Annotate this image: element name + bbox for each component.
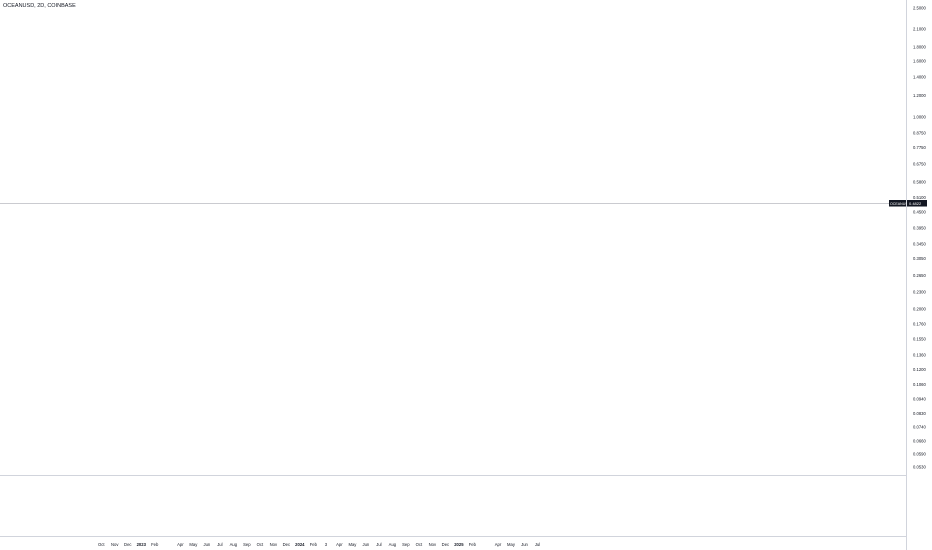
price-tick-label: 0.0940 (913, 396, 926, 401)
time-tick-label: Feb (151, 542, 159, 547)
price-tick-label: 0.4500 (913, 210, 926, 215)
price-tick-label: 0.1360 (913, 352, 926, 357)
time-tick-label: Sep (243, 542, 251, 547)
price-tick-label: 0.2300 (913, 290, 926, 295)
price-tick-label: 0.0740 (913, 425, 926, 430)
price-tick-label: 0.2000 (913, 306, 926, 311)
price-tick-label: 0.1060 (913, 382, 926, 387)
price-tick-label: 0.0830 (913, 411, 926, 416)
current-price-value: 0.4822 (909, 201, 922, 206)
time-tick-label: Apr (336, 542, 343, 547)
price-tick-label: 0.1550 (913, 337, 926, 342)
time-tick-label: Jul (535, 542, 540, 547)
price-tick-label: 0.0530 (913, 465, 926, 470)
price-tick-label: 1.0000 (913, 115, 926, 120)
time-tick-label: May (507, 542, 516, 547)
time-tick-label: Oct (257, 542, 264, 547)
time-tick-label: Feb (310, 542, 318, 547)
time-tick-label: 2023 (137, 542, 147, 547)
time-tick-label: Feb (469, 542, 477, 547)
price-tick-label: 1.6000 (913, 59, 926, 64)
time-tick-label: Dec (442, 542, 449, 547)
price-tick-label: 1.8000 (913, 45, 926, 50)
price-tick-label: 0.1200 (913, 367, 926, 372)
price-tick-label: 0.0660 (913, 438, 926, 443)
price-tick-label: 0.1760 (913, 322, 926, 327)
time-tick-label: Aug (230, 542, 238, 547)
time-tick-label: May (189, 542, 198, 547)
price-tick-label: 0.2650 (913, 273, 926, 278)
time-tick-label: Nov (270, 542, 278, 547)
price-tick-label: 0.3950 (913, 225, 926, 230)
symbol-header: OCEANUSD, 2D, COINBASE (3, 3, 76, 9)
time-tick-label: Sep (402, 542, 410, 547)
time-tick-label: Apr (177, 542, 184, 547)
time-tick-label: Dec (283, 542, 290, 547)
price-tick-label: 2.5000 (913, 6, 926, 11)
time-tick-label: Jul (217, 542, 222, 547)
price-tick-label: 0.6750 (913, 161, 926, 166)
time-tick-label: Oct (98, 542, 105, 547)
price-tick-label: 0.8750 (913, 131, 926, 136)
time-tick-label: 3 (325, 542, 328, 547)
price-tick-label: 0.5800 (913, 180, 926, 185)
current-price-box (907, 200, 927, 207)
time-tick-label: Jun (363, 542, 370, 547)
time-tick-label: 2025 (454, 542, 464, 547)
price-tick-label: 0.3050 (913, 256, 926, 261)
time-tick-label: Oct (416, 542, 423, 547)
current-price-symbol: OCEANUSD (890, 202, 911, 206)
price-tick-label: 0.7750 (913, 145, 926, 150)
time-tick-label: May (348, 542, 357, 547)
time-tick-label: Jul (376, 542, 381, 547)
price-tick-label: 1.2000 (913, 93, 926, 98)
price-tick-label: 0.5100 (913, 195, 926, 200)
price-tick-label: 0.3450 (913, 241, 926, 246)
price-tick-label: 0.0590 (913, 452, 926, 457)
price-tick-label: 2.1000 (913, 26, 926, 31)
time-tick-label: Jun (521, 542, 528, 547)
time-tick-label: Dec (124, 542, 131, 547)
current-price-tag (889, 200, 906, 207)
price-tick-label: 1.4000 (913, 75, 926, 80)
time-tick-label: Aug (389, 542, 397, 547)
time-tick-label: Jun (203, 542, 210, 547)
time-tick-label: Apr (495, 542, 502, 547)
time-tick-label: 2024 (295, 542, 305, 547)
time-tick-label: Nov (429, 542, 437, 547)
time-tick-label: Nov (111, 542, 119, 547)
